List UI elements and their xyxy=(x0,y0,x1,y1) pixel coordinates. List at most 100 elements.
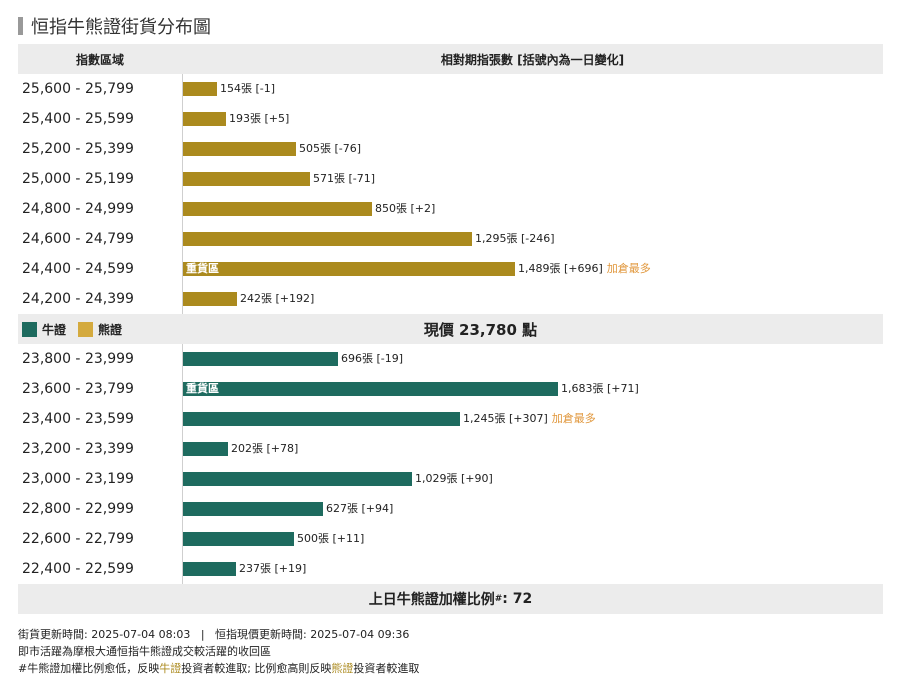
bear-value-label: 154張 [-1] xyxy=(220,81,275,97)
note-ratio-bull: 牛證 xyxy=(159,662,182,675)
bull-row: 23,200 - 23,399 202張 [+78] xyxy=(18,434,883,464)
bear-plot-cell: 505張 [-76] xyxy=(182,134,883,164)
note-ratio-part-b: 投資者較進取; 比例愈高則反映 xyxy=(181,662,332,675)
bull-value-label: 1,029張 [+90] xyxy=(415,471,493,487)
page-title: 恒指牛熊證街貨分布圖 xyxy=(31,17,211,38)
bull-row: 23,600 - 23,799 重貨區 1,683張 [+71] xyxy=(18,374,883,404)
bull-range-label: 22,400 - 22,599 xyxy=(22,561,134,577)
bear-range-label: 24,800 - 24,999 xyxy=(22,201,134,217)
bear-value-label: 850張 [+2] xyxy=(375,201,435,217)
bear-value-label: 571張 [-71] xyxy=(313,171,375,187)
legend-bull-swatch xyxy=(22,321,37,337)
bear-value-text: 850張 [+2] xyxy=(375,202,436,215)
ratio-mark: # xyxy=(494,594,503,604)
ratio-value: : 72 xyxy=(502,591,533,607)
bull-value-text: 627張 [+94] xyxy=(326,502,394,515)
bear-row: 24,800 - 24,999 850張 [+2] xyxy=(18,194,883,224)
note-ratio-part-c: 投資者較進取 xyxy=(353,662,420,675)
bear-bar xyxy=(183,292,237,306)
bear-value-text: 1,489張 [+696] xyxy=(518,262,603,275)
note-ratio-explain: #牛熊證加權比例愈低，反映牛證投資者較進取; 比例愈高則反映熊證投資者較進取 xyxy=(18,660,419,677)
bear-bar xyxy=(183,82,217,96)
bull-row: 22,600 - 22,799 500張 [+11] xyxy=(18,524,883,554)
bear-row: 24,600 - 24,799 1,295張 [-246] xyxy=(18,224,883,254)
bull-bar xyxy=(183,352,338,366)
range-column-header: 指數區域 xyxy=(75,52,124,67)
bear-plot-cell: 重貨區 1,489張 [+696] 加倉最多 xyxy=(182,254,883,284)
bull-value-text: 1,029張 [+90] xyxy=(415,472,493,485)
bull-row: 23,000 - 23,199 1,029張 [+90] xyxy=(18,464,883,494)
bull-plot-cell: 1,029張 [+90] xyxy=(182,464,883,494)
bull-value-text: 1,683張 [+71] xyxy=(561,382,639,395)
bull-range-label: 23,800 - 23,999 xyxy=(22,351,134,367)
bear-plot-cell: 242張 [+192] xyxy=(182,284,883,314)
bear-range-label: 25,400 - 25,599 xyxy=(22,111,134,127)
page-title-wrap: 恒指牛熊證街貨分布圖 xyxy=(18,14,211,38)
bull-plot-cell: 1,245張 [+307] 加倉最多 xyxy=(182,404,883,434)
bear-range-label: 24,200 - 24,399 xyxy=(22,291,134,307)
bear-section: 25,600 - 25,799 154張 [-1] 25,400 - 25,599 1… xyxy=(18,74,883,314)
bear-value-text: 242張 [+192] xyxy=(240,292,315,305)
bull-bar xyxy=(183,442,228,456)
distribution-table: 指數區域 相對期指張數 [括號內為一日變化] 25,600 - 25,799 15… xyxy=(18,44,883,614)
note-update-time: 街貨更新時間: 2025-07-04 08:03 | 恒指現價更新時間: 202… xyxy=(18,628,410,641)
bear-bar xyxy=(183,172,310,186)
note-active-zone: 即市活躍為摩根大通恒指牛熊證成交較活躍的收回區 xyxy=(18,645,271,658)
bull-plot-cell: 500張 [+11] xyxy=(182,524,883,554)
note-ratio-bear: 熊證 xyxy=(331,662,354,675)
current-price: 現價 23,780 點 xyxy=(423,320,538,339)
bull-bar xyxy=(183,562,236,576)
title-accent-bar xyxy=(18,17,23,35)
current-price-row: 牛證 熊證 現價 23,780 點 xyxy=(18,314,883,344)
bull-section: 23,800 - 23,999 696張 [-19] 23,600 - 23,799… xyxy=(18,344,883,584)
notes: 街貨更新時間: 2025-07-04 08:03 | 恒指現價更新時間: 202… xyxy=(18,626,419,677)
bull-value-label: 500張 [+11] xyxy=(297,531,364,547)
bear-row: 25,200 - 25,399 505張 [-76] xyxy=(18,134,883,164)
bull-bar xyxy=(183,502,323,516)
bull-value-text: 237張 [+19] xyxy=(239,562,307,575)
bear-value-text: 193張 [+5] xyxy=(229,112,290,125)
legend-bull-label: 牛證 xyxy=(42,322,67,337)
bull-value-label: 237張 [+19] xyxy=(239,561,306,577)
bull-range-label: 23,400 - 23,599 xyxy=(22,411,134,427)
legend: 牛證 熊證 xyxy=(22,314,122,344)
legend-bear-swatch xyxy=(78,321,94,337)
bear-value-label: 242張 [+192] xyxy=(240,291,314,307)
bull-value-label: 1,245張 [+307] 加倉最多 xyxy=(463,411,596,427)
bear-value-label: 1,295張 [-246] xyxy=(475,231,555,247)
bear-value-label: 193張 [+5] xyxy=(229,111,289,127)
bull-plot-cell: 237張 [+19] xyxy=(182,554,883,584)
bear-value-text: 154張 [-1] xyxy=(220,82,276,95)
bull-value-label: 627張 [+94] xyxy=(326,501,393,517)
bear-row: 24,200 - 24,399 242張 [+192] xyxy=(18,284,883,314)
bear-value-text: 571張 [-71] xyxy=(313,172,376,185)
bear-plot-cell: 193張 [+5] xyxy=(182,104,883,134)
bull-plot-cell: 696張 [-19] xyxy=(182,344,883,374)
bull-bar: 重貨區 xyxy=(183,382,558,396)
bull-row: 22,800 - 22,999 627張 [+94] xyxy=(18,494,883,524)
most-added-label: 加倉最多 xyxy=(551,412,596,425)
bear-value-label: 505張 [-76] xyxy=(299,141,361,157)
bear-range-label: 25,000 - 25,199 xyxy=(22,171,134,187)
bear-value-text: 1,295張 [-246] xyxy=(475,232,555,245)
bull-bar xyxy=(183,412,460,426)
ratio-label: 上日牛熊證加權比例 xyxy=(368,592,495,608)
bull-value-text: 500張 [+11] xyxy=(297,532,365,545)
note-ratio-part-a: #牛熊證加權比例愈低，反映 xyxy=(18,662,160,675)
bull-plot-cell: 重貨區 1,683張 [+71] xyxy=(182,374,883,404)
bull-range-label: 23,600 - 23,799 xyxy=(22,381,134,397)
bull-row: 23,400 - 23,599 1,245張 [+307] 加倉最多 xyxy=(18,404,883,434)
bear-row: 25,000 - 25,199 571張 [-71] xyxy=(18,164,883,194)
bear-value-label: 1,489張 [+696] 加倉最多 xyxy=(518,261,651,277)
bull-value-text: 1,245張 [+307] xyxy=(463,412,548,425)
bull-range-label: 22,800 - 22,999 xyxy=(22,501,134,517)
bull-value-text: 696張 [-19] xyxy=(341,352,404,365)
bull-bar xyxy=(183,472,412,486)
bear-plot-cell: 850張 [+2] xyxy=(182,194,883,224)
bull-row: 23,800 - 23,999 696張 [-19] xyxy=(18,344,883,374)
bull-plot-cell: 202張 [+78] xyxy=(182,434,883,464)
heavy-zone-label: 重貨區 xyxy=(186,382,219,395)
bull-range-label: 23,200 - 23,399 xyxy=(22,441,134,457)
value-column-header: 相對期指張數 [括號內為一日變化] xyxy=(440,52,625,67)
bull-range-label: 23,000 - 23,199 xyxy=(22,471,134,487)
